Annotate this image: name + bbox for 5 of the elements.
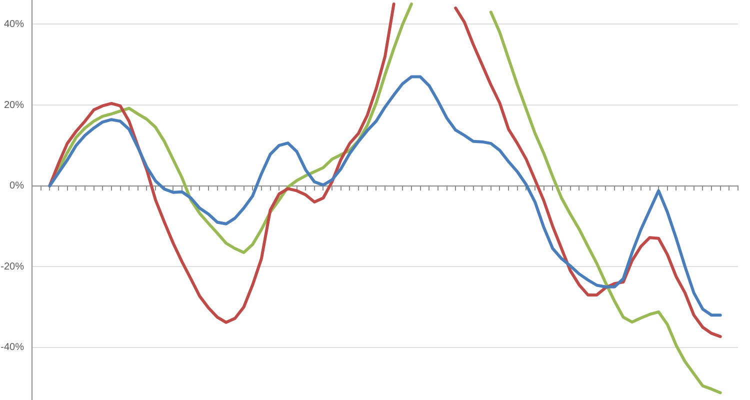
y-tick-label: -40% [0,342,24,354]
y-tick-label: 0% [10,180,24,192]
y-tick-label: 20% [4,100,24,111]
y-tick-label: 40% [4,18,24,30]
y-tick-label: -20% [0,261,24,272]
